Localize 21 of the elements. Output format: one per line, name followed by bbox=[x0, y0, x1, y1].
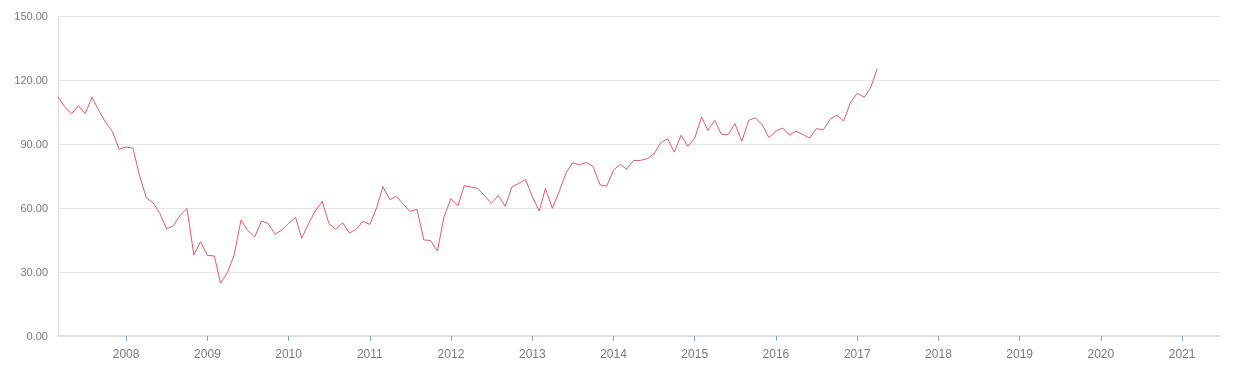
x-tick-label: 2017 bbox=[843, 347, 871, 361]
y-tick-label: 150.00 bbox=[14, 10, 48, 22]
y-tick-label: 0.00 bbox=[26, 330, 48, 342]
x-tick-label: 2021 bbox=[1168, 347, 1196, 361]
x-tick-label: 2016 bbox=[762, 347, 790, 361]
x-tick-label: 2008 bbox=[112, 347, 140, 361]
y-tick-label: 90.00 bbox=[20, 138, 48, 150]
y-tick-label: 30.00 bbox=[20, 266, 48, 278]
x-tick-label: 2020 bbox=[1087, 347, 1115, 361]
x-tick-label: 2019 bbox=[1006, 347, 1034, 361]
x-tick-label: 2010 bbox=[275, 347, 303, 361]
y-tick-label: 60.00 bbox=[20, 202, 48, 214]
line-series bbox=[57, 68, 878, 284]
x-tick-label: 2013 bbox=[519, 347, 547, 361]
x-tick-label: 2018 bbox=[925, 347, 953, 361]
x-tick-label: 2009 bbox=[194, 347, 222, 361]
x-tick-label: 2011 bbox=[356, 347, 384, 361]
x-tick-label: 2012 bbox=[437, 347, 465, 361]
x-tick-label: 2015 bbox=[681, 347, 709, 361]
y-tick-label: 120.00 bbox=[14, 74, 48, 86]
x-tick-label: 2014 bbox=[600, 347, 628, 361]
